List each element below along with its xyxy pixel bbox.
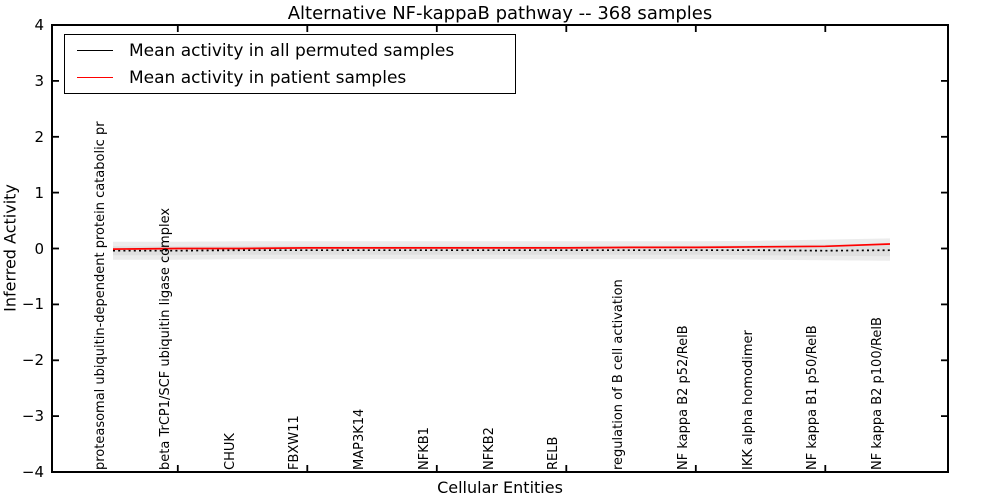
chart-title: Alternative NF-kappaB pathway -- 368 sam… bbox=[287, 3, 713, 24]
x-tick-label: NF kappa B2 p100/RelB bbox=[870, 317, 885, 470]
y-tick-label: −3 bbox=[21, 407, 44, 426]
x-tick-label: RELB bbox=[546, 436, 562, 470]
x-tick-label: IKK alpha homodimer bbox=[740, 330, 756, 470]
y-tick-label: 4 bbox=[34, 16, 44, 34]
legend-label-permuted: Mean activity in all permuted samples bbox=[129, 40, 455, 61]
permuted-line-swatch bbox=[77, 50, 113, 51]
x-tick-label: beta TrCP1/SCF ubiquitin ligase complex bbox=[157, 207, 173, 470]
axes-spines bbox=[51, 24, 949, 473]
x-tick-label: proteasomal ubiquitin-dependent protein … bbox=[93, 121, 108, 470]
patient-line-swatch bbox=[77, 77, 113, 78]
y-tick-label: −2 bbox=[21, 351, 44, 370]
legend: Mean activity in all permuted samples Me… bbox=[64, 34, 516, 94]
y-tick-label: −1 bbox=[21, 295, 44, 314]
y-tick-label: 3 bbox=[34, 71, 44, 90]
legend-item-permuted: Mean activity in all permuted samples bbox=[77, 41, 515, 61]
x-axis-label: Cellular Entities bbox=[437, 478, 563, 497]
y-tick-label: 0 bbox=[34, 239, 44, 258]
x-tick-label: NF kappa B1 p50/RelB bbox=[805, 325, 821, 470]
x-tick-label: regulation of B cell activation bbox=[611, 279, 626, 470]
y-tick-label: 1 bbox=[34, 183, 44, 202]
x-tick-label: MAP3K14 bbox=[352, 408, 367, 470]
legend-item-patient: Mean activity in patient samples bbox=[77, 68, 515, 88]
y-tick-label: 2 bbox=[34, 127, 44, 146]
legend-label-patient: Mean activity in patient samples bbox=[129, 67, 407, 88]
x-tick-label: NFKB1 bbox=[416, 427, 432, 470]
y-tick-label: −4 bbox=[21, 463, 44, 481]
patient-mean-line bbox=[112, 243, 891, 250]
x-tick-label: FBXW11 bbox=[287, 415, 303, 470]
x-tick-label: CHUK bbox=[222, 433, 238, 470]
x-tick-label: NFKB2 bbox=[481, 427, 497, 470]
x-tick-label: NF kappa B2 p52/RelB bbox=[675, 325, 691, 470]
